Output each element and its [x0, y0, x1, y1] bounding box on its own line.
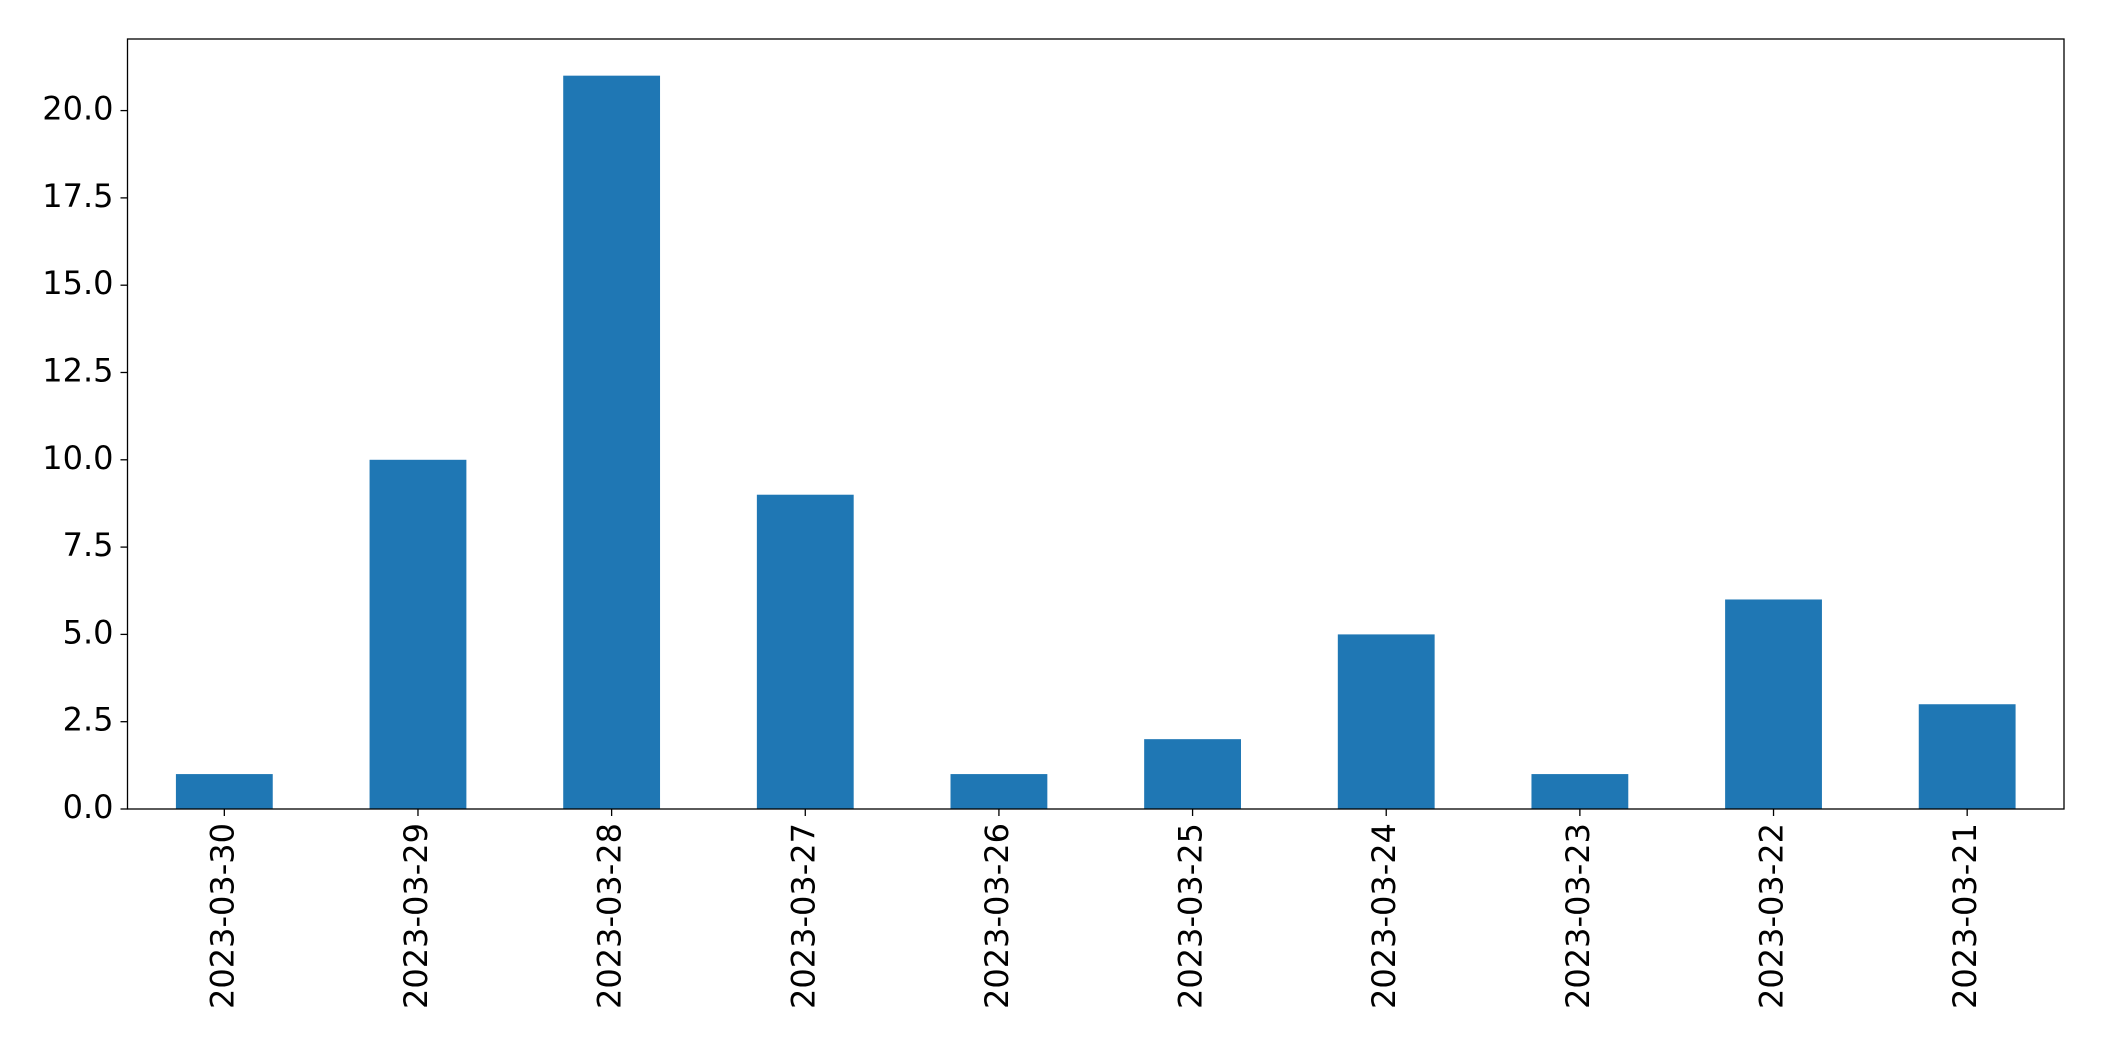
- x-tick-label: 2023-03-28: [591, 823, 629, 1009]
- x-tick-label: 2023-03-22: [1753, 823, 1791, 1009]
- x-tick-label: 2023-03-24: [1365, 823, 1403, 1009]
- bar: [1918, 704, 2016, 809]
- y-tick-label: 2.5: [63, 701, 114, 739]
- x-tick-label: 2023-03-29: [397, 823, 435, 1009]
- y-tick-label: 20.0: [42, 90, 113, 128]
- bar: [369, 459, 467, 809]
- bar: [563, 75, 661, 809]
- x-tick-label: 2023-03-25: [1172, 823, 1210, 1009]
- bar: [175, 774, 273, 809]
- y-tick-label: 0.0: [63, 788, 114, 826]
- y-tick-label: 15.0: [42, 264, 113, 302]
- bar: [1531, 774, 1629, 809]
- y-tick-label: 10.0: [42, 439, 113, 477]
- bar: [1337, 634, 1435, 809]
- bar: [1725, 599, 1822, 809]
- x-tick-label: 2023-03-30: [203, 823, 241, 1009]
- y-tick-label: 7.5: [63, 526, 114, 564]
- y-tick-label: 12.5: [42, 351, 113, 389]
- x-tick-label: 2023-03-21: [1946, 823, 1984, 1009]
- bar: [1144, 739, 1241, 809]
- y-tick-label: 5.0: [63, 613, 114, 651]
- bar: [756, 494, 854, 809]
- x-tick-label: 2023-03-26: [978, 823, 1016, 1009]
- x-tick-label: 2023-03-27: [784, 823, 822, 1009]
- bar: [950, 774, 1048, 809]
- y-tick-label: 17.5: [42, 177, 113, 215]
- axes-frame: [126, 38, 2065, 810]
- x-tick-label: 2023-03-23: [1559, 823, 1597, 1009]
